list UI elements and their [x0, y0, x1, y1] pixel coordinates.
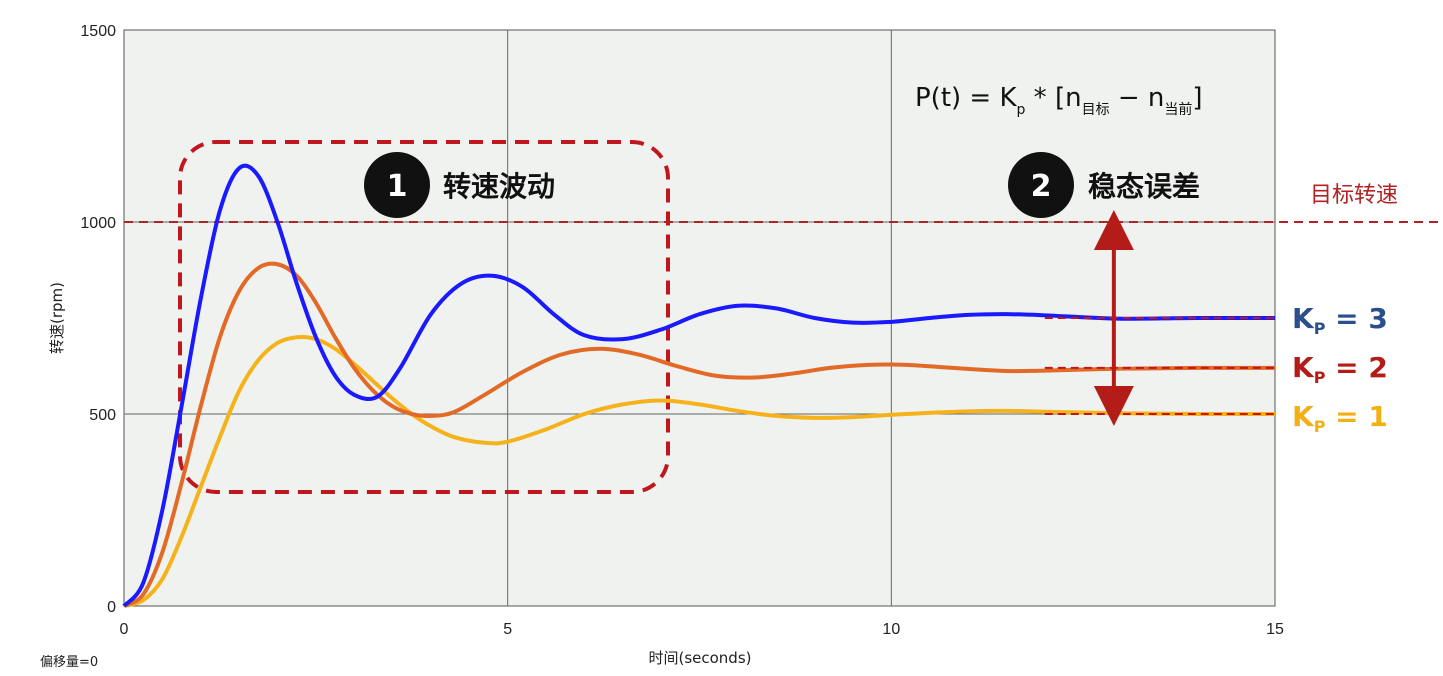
annotation-fluctuation: 转速波动 — [443, 170, 555, 203]
x-axis-title: 时间(seconds) — [648, 649, 751, 667]
y-tick-label: 1000 — [80, 215, 116, 232]
x-tick-label: 0 — [120, 621, 129, 638]
series-line-kp3 — [122, 163, 1276, 608]
label-kp1: KP = 1 — [1292, 400, 1388, 436]
badge-2 — [1008, 152, 1074, 218]
y-tick-label: 1500 — [80, 23, 116, 40]
offset-label: 偏移量=0 — [40, 655, 98, 670]
series-line-kp1 — [123, 334, 1276, 608]
badge-1 — [364, 152, 430, 218]
label-kp2: KP = 2 — [1292, 351, 1388, 387]
annotation-steady-error: 稳态误差 — [1088, 170, 1200, 203]
x-tick-label: 5 — [503, 621, 512, 638]
tick-labels: 0 5 10 15 0 500 1000 1500 — [80, 23, 1284, 638]
formula: P(t) = Kp * [n目标 − n当前] — [915, 83, 1203, 118]
y-tick-label: 500 — [89, 407, 116, 424]
x-tick-label: 10 — [882, 621, 900, 638]
series-group — [122, 163, 1276, 608]
badge-2-number: 2 — [1031, 169, 1052, 204]
fluctuation-box — [178, 140, 670, 494]
y-axis-title: 转速(rpm) — [48, 282, 66, 354]
target-label: 目标转速 — [1310, 183, 1398, 208]
x-tick-label: 15 — [1266, 621, 1284, 638]
series-line-kp2 — [122, 261, 1276, 608]
label-kp3: KP = 3 — [1292, 302, 1388, 338]
badge-1-number: 1 — [387, 169, 408, 204]
y-tick-label: 0 — [107, 599, 116, 616]
